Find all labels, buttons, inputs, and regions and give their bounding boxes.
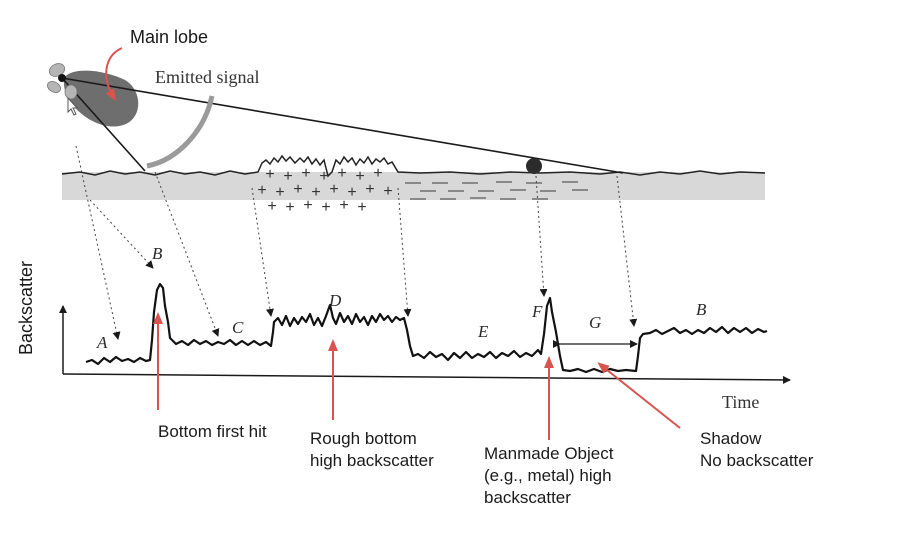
- annotation-line: backscatter: [484, 488, 571, 507]
- svg-text:+: +: [365, 181, 374, 198]
- svg-text:+: +: [329, 181, 338, 198]
- backscatter-trace: [85, 282, 768, 374]
- segment-label-c: C: [232, 318, 244, 337]
- svg-text:+: +: [275, 184, 284, 201]
- seabed-band: [62, 172, 765, 200]
- projection-arrows: [75, 145, 638, 340]
- annotation-shadow: Shadow No backscatter: [700, 428, 813, 472]
- svg-text:+: +: [257, 182, 266, 199]
- main-lobe-pointer-arrow: [105, 47, 123, 102]
- annotation-line: Shadow: [700, 429, 762, 448]
- sonar-transducer-icon: [47, 63, 78, 100]
- svg-text:+: +: [347, 184, 356, 201]
- main-lobe-label: Main lobe: [130, 27, 209, 47]
- annotation-rough-bottom: Rough bottom high backscatter: [310, 428, 434, 472]
- svg-text:+: +: [285, 199, 294, 216]
- segment-label-a: A: [97, 333, 108, 352]
- manmade-object: [526, 158, 542, 174]
- svg-text:+: +: [357, 199, 366, 216]
- smooth-bottom-texture: [405, 181, 588, 200]
- main-lobe-shape: [63, 70, 139, 127]
- annotation-bottom-first-hit: Bottom first hit: [158, 422, 267, 441]
- x-axis-label: Time: [722, 392, 760, 412]
- segment-label-e: E: [478, 322, 489, 341]
- svg-text:+: +: [303, 197, 312, 214]
- beam-arc: [146, 95, 215, 169]
- svg-text:+: +: [265, 166, 274, 183]
- svg-text:+: +: [383, 183, 392, 200]
- svg-text:+: +: [355, 168, 364, 185]
- segment-label-b-far: B: [696, 300, 707, 319]
- annotation-arrows: [153, 312, 681, 440]
- pointer-cursor-icon: [67, 96, 79, 116]
- annotation-line: No backscatter: [700, 451, 814, 470]
- annotation-line: high backscatter: [310, 451, 434, 470]
- annotation-line: Rough bottom: [310, 429, 417, 448]
- svg-text:+: +: [267, 198, 276, 215]
- svg-text:+: +: [337, 165, 346, 182]
- svg-text:+: +: [311, 184, 320, 201]
- segment-label-d: D: [329, 291, 342, 310]
- annotation-line: Manmade Object: [484, 444, 614, 463]
- svg-text:+: +: [339, 197, 348, 214]
- svg-text:+: +: [373, 165, 382, 182]
- rough-bottom-texture: + + + + + + + + + + + + + + + + + + + + +: [257, 165, 392, 216]
- svg-text:+: +: [293, 181, 302, 198]
- emitted-signal-label: Emitted signal: [155, 67, 260, 87]
- annotation-line: (e.g., metal) high: [484, 466, 612, 485]
- svg-text:+: +: [319, 168, 328, 185]
- svg-text:+: +: [321, 199, 330, 216]
- segment-label-b: B: [152, 244, 163, 263]
- segment-label-g: G: [589, 313, 602, 332]
- annotation-manmade-object: Manmade Object (e.g., metal) high backsc…: [484, 443, 613, 509]
- svg-text:+: +: [283, 168, 292, 185]
- y-axis-label: Backscatter: [16, 260, 37, 356]
- segment-label-f: F: [532, 302, 543, 321]
- trace-axes: [59, 305, 791, 384]
- beam-far-edge: [61, 77, 624, 174]
- svg-text:+: +: [301, 165, 310, 182]
